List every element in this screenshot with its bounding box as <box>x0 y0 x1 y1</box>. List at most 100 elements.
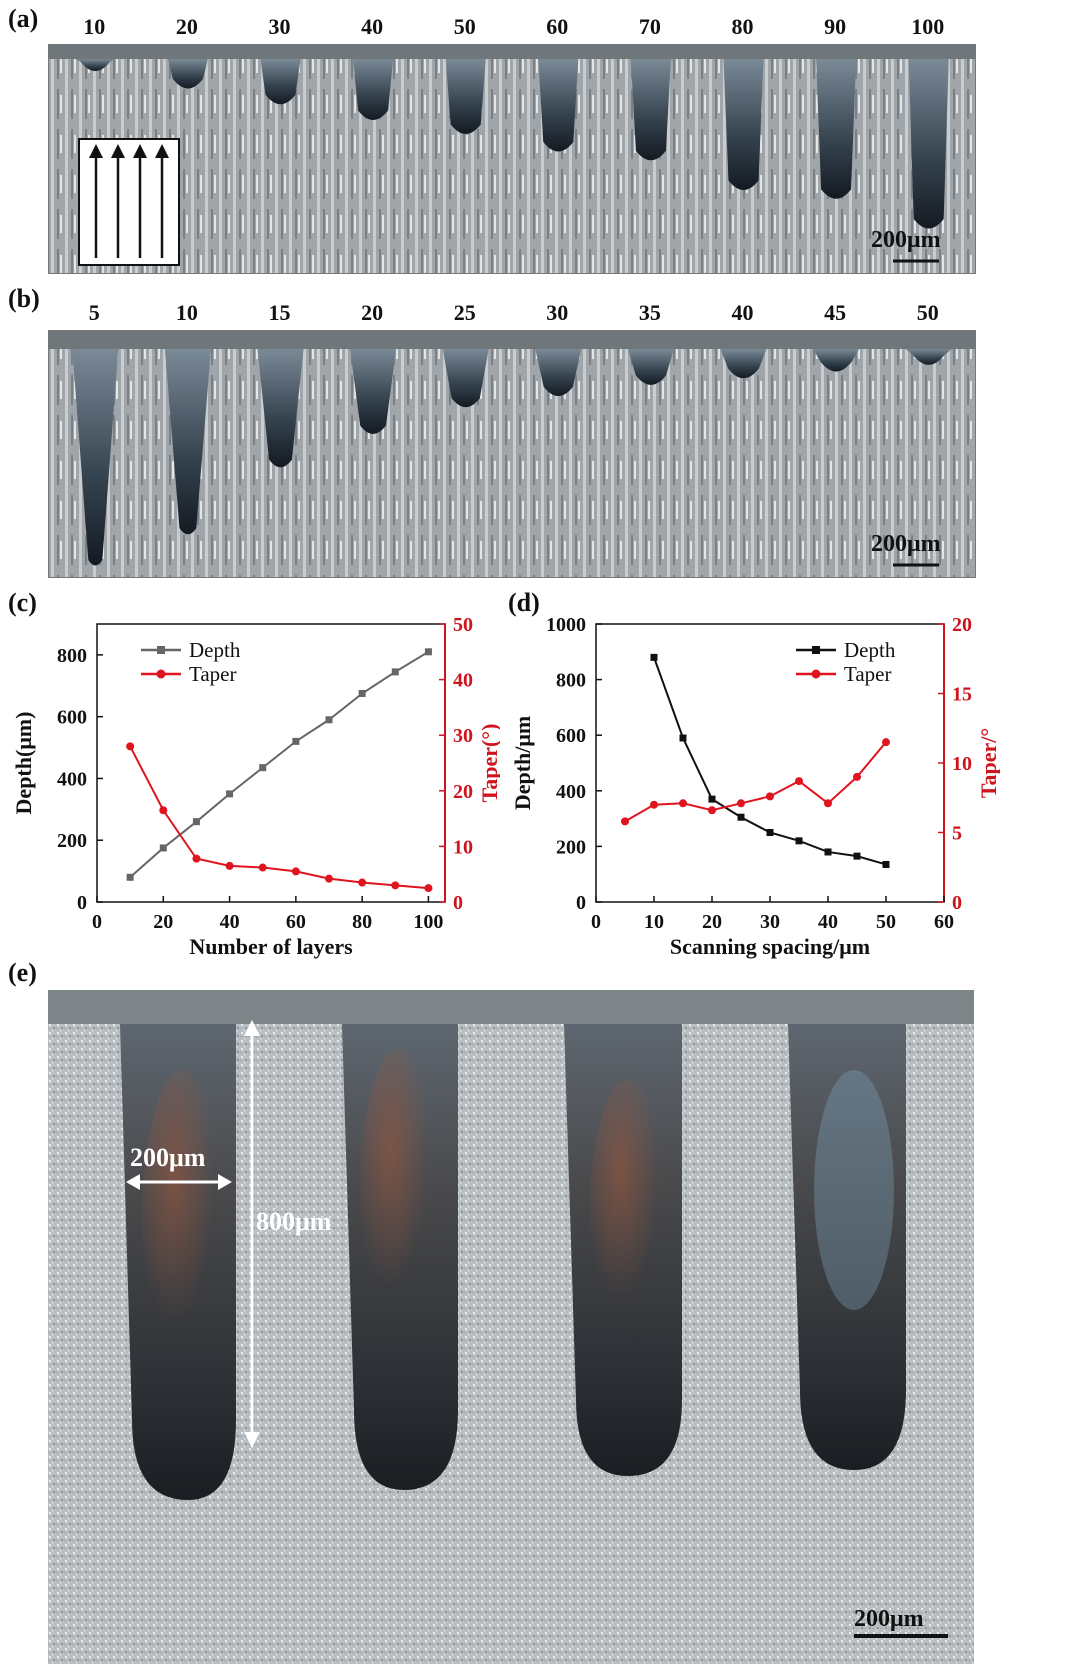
legend-item: Taper <box>189 662 237 686</box>
x-tick-label: 100 <box>413 911 443 933</box>
x-axis-title: Scanning spacing/μm <box>670 934 870 959</box>
hole-a-number: 10 <box>83 14 106 39</box>
data-point-taper <box>192 854 201 863</box>
hole-a-number: 60 <box>546 14 569 39</box>
hole-a-number: 70 <box>638 14 661 39</box>
x-tick-label: 60 <box>934 911 954 933</box>
data-point-taper <box>882 738 890 747</box>
hole-b-10 <box>905 349 952 365</box>
hole-a-1 <box>75 59 116 71</box>
data-point-taper <box>258 863 267 872</box>
data-point-depth <box>259 764 267 772</box>
series-line-taper <box>624 741 887 823</box>
x-tick-label: 60 <box>286 911 306 933</box>
micrograph-e-canvas: 200μm 800μm 200μm <box>48 990 974 1664</box>
chart-c: 0 20 40 60 80 100 0 200 400 600 800 0 10 20 30 40 50 Numb… <box>11 614 500 959</box>
y2-tick-label: 50 <box>453 614 473 636</box>
hole-b-9 <box>813 349 860 372</box>
y-tick-label: 800 <box>57 645 87 667</box>
data-point-depth <box>679 734 687 742</box>
data-point-depth <box>424 648 432 656</box>
data-point-depth <box>325 716 333 724</box>
hole-a-6 <box>538 59 579 152</box>
y2-tick-label: 30 <box>453 725 473 747</box>
data-point-taper <box>159 806 168 815</box>
data-point-depth <box>882 860 890 868</box>
hole-b-number: 35 <box>638 300 661 325</box>
data-point-depth <box>795 837 803 845</box>
y2-tick-label: 5 <box>952 823 962 845</box>
y-tick-label: 600 <box>556 725 586 747</box>
data-point-depth <box>292 737 300 745</box>
y-axis-title: Depth(μm) <box>11 712 36 815</box>
up-arrows-icon <box>89 144 169 258</box>
data-point-taper <box>795 777 803 786</box>
data-point-taper <box>424 884 433 893</box>
hole-e-4 <box>788 1024 906 1470</box>
y2-tick-label: 20 <box>952 614 972 636</box>
hole-b-3 <box>257 349 304 468</box>
data-point-taper <box>853 772 861 781</box>
scalebar-e-label: 200μm <box>854 1606 924 1632</box>
data-point-depth <box>766 829 774 836</box>
hole-b-number: 20 <box>361 300 384 325</box>
hole-a-2 <box>167 59 208 89</box>
y2-tick-label: 40 <box>453 670 473 692</box>
layer-number-row: 10 20 30 40 50 60 70 80 90 100 <box>48 14 974 44</box>
hole-b-number: 30 <box>546 300 569 325</box>
hole-b-8 <box>720 349 767 379</box>
panel-label-a: (a) <box>8 4 39 33</box>
hole-a-9 <box>816 59 857 199</box>
y-tick-label: 400 <box>556 781 586 803</box>
data-point-depth <box>126 873 134 881</box>
legend-item: Depth <box>844 638 896 662</box>
scalebar-a-label: 200μm <box>871 227 941 253</box>
x-tick-label: 50 <box>876 911 896 933</box>
data-point-taper <box>824 799 832 808</box>
x-tick-label: 10 <box>644 911 664 933</box>
x-tick-label: 40 <box>220 911 240 933</box>
hole-a-3 <box>260 59 301 105</box>
data-point-taper <box>325 874 333 883</box>
micrograph-b-canvas: 200μm <box>49 331 975 577</box>
x-axis-title: Number of layers <box>189 934 353 959</box>
depth-label: 800μm <box>256 1207 332 1236</box>
y-tick-label: 0 <box>576 892 586 914</box>
hole-e-3 <box>564 1024 682 1476</box>
hole-a-number: 30 <box>268 14 291 39</box>
hole-a-5 <box>445 59 486 134</box>
hole-b-7 <box>627 349 674 385</box>
data-point-taper <box>391 881 400 890</box>
scalebar-b-label: 200μm <box>871 531 941 557</box>
data-point-depth <box>226 790 234 798</box>
data-point-depth <box>650 653 658 661</box>
data-point-depth <box>159 844 167 852</box>
data-point-taper <box>358 878 367 887</box>
x-tick-label: 80 <box>352 911 372 933</box>
plot-frame <box>595 623 945 903</box>
x-tick-label: 0 <box>591 911 601 933</box>
micrograph-a-canvas: 200μm <box>49 45 975 273</box>
hole-a-number: 50 <box>453 14 476 39</box>
data-point-depth <box>853 852 861 860</box>
width-label: 200μm <box>130 1143 206 1172</box>
panel-label-b: (b) <box>8 284 40 313</box>
panel-label-e: (e) <box>8 958 37 987</box>
y2-tick-label: 0 <box>952 892 962 914</box>
data-point-taper <box>291 867 300 876</box>
y2-tick-label: 0 <box>453 892 463 914</box>
hole-b-4 <box>350 349 397 434</box>
y-tick-label: 0 <box>77 892 87 914</box>
direction-inset <box>78 138 180 266</box>
data-point-taper <box>621 817 629 826</box>
data-point-taper <box>225 861 234 870</box>
width-arrow <box>126 1174 232 1190</box>
legend-item: Taper <box>844 662 892 686</box>
x-tick-label: 20 <box>702 911 722 933</box>
y-tick-label: 200 <box>57 830 87 852</box>
y-tick-label: 800 <box>556 670 586 692</box>
hole-b-number: 45 <box>824 300 847 325</box>
data-point-depth <box>824 848 832 856</box>
data-point-taper <box>766 792 774 801</box>
series-line-taper <box>129 745 429 890</box>
